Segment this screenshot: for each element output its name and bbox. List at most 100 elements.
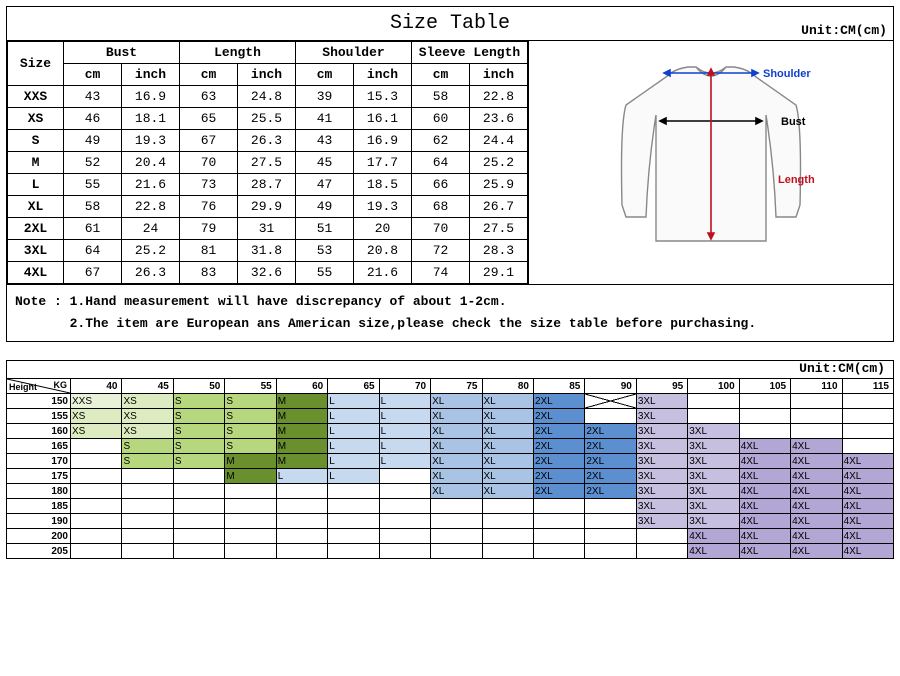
- rec-cell: [173, 514, 224, 529]
- rec-cell: [71, 454, 122, 469]
- rec-cell: XL: [431, 454, 482, 469]
- rec-cell: 4XL: [842, 484, 893, 499]
- rec-cell: 3XL: [688, 469, 739, 484]
- rec-cell: XL: [482, 394, 533, 409]
- rec-cell: XS: [71, 424, 122, 439]
- size-value: 64: [64, 240, 122, 262]
- weight-header: 95: [636, 379, 687, 394]
- rec-cell: 3XL: [636, 469, 687, 484]
- rec-cell: 2XL: [533, 394, 584, 409]
- rec-cell: [379, 499, 430, 514]
- weight-header: 65: [328, 379, 379, 394]
- rec-cell: 4XL: [739, 454, 790, 469]
- rec-cell: 4XL: [739, 439, 790, 454]
- size-row: M5220.47027.54517.76425.2: [8, 152, 528, 174]
- height-cell: 200: [7, 529, 71, 544]
- rec-cell: [173, 544, 224, 559]
- size-header: Size: [8, 42, 64, 86]
- rec-cell: S: [225, 424, 276, 439]
- rec-cell: L: [276, 469, 327, 484]
- rec-cell: 2XL: [533, 409, 584, 424]
- rec-cell: [276, 544, 327, 559]
- height-cell: 160: [7, 424, 71, 439]
- rec-cell: L: [328, 454, 379, 469]
- rec-cell: S: [173, 394, 224, 409]
- rec-cell: [71, 484, 122, 499]
- rec-cell: 3XL: [688, 484, 739, 499]
- rec-row: 1903XL3XL4XL4XL4XL: [7, 514, 894, 529]
- size-value: 23.6: [470, 108, 528, 130]
- weight-header: 50: [173, 379, 224, 394]
- rec-cell: 4XL: [791, 439, 842, 454]
- rec-cell: 4XL: [791, 544, 842, 559]
- rec-cell: L: [328, 409, 379, 424]
- size-name: S: [8, 130, 64, 152]
- size-name: 3XL: [8, 240, 64, 262]
- title: Size Table: [7, 7, 893, 41]
- rec-cell: 4XL: [791, 469, 842, 484]
- size-row: L5521.67328.74718.56625.9: [8, 174, 528, 196]
- height-cell: 190: [7, 514, 71, 529]
- rec-cell: [173, 469, 224, 484]
- size-value: 41: [296, 108, 354, 130]
- size-value: 27.5: [238, 152, 296, 174]
- rec-cell: [225, 514, 276, 529]
- rec-cell: 2XL: [585, 469, 636, 484]
- height-cell: 150: [7, 394, 71, 409]
- rec-row: 2054XL4XL4XL4XL: [7, 544, 894, 559]
- rec-row: 175MLLXLXL2XL2XL3XL3XL4XL4XL4XL: [7, 469, 894, 484]
- rec-cell: 2XL: [533, 484, 584, 499]
- size-value: 25.9: [470, 174, 528, 196]
- size-value: 29.9: [238, 196, 296, 218]
- rec-cell: 3XL: [636, 514, 687, 529]
- rec-cell: [585, 394, 636, 409]
- rec-cell: [276, 514, 327, 529]
- weight-header: 55: [225, 379, 276, 394]
- rec-cell: [431, 544, 482, 559]
- weight-header: 85: [533, 379, 584, 394]
- rec-cell: 2XL: [585, 439, 636, 454]
- rec-cell: 3XL: [688, 454, 739, 469]
- weight-header: 105: [739, 379, 790, 394]
- size-value: 20.4: [122, 152, 180, 174]
- rec-cell: [71, 499, 122, 514]
- rec-row: 1853XL3XL4XL4XL4XL: [7, 499, 894, 514]
- weight-header: 70: [379, 379, 430, 394]
- size-value: 65: [180, 108, 238, 130]
- shoulder-arrow-r: [752, 70, 758, 76]
- rec-cell: [122, 499, 173, 514]
- rec-cell: [225, 499, 276, 514]
- size-value: 46: [64, 108, 122, 130]
- rec-cell: XL: [482, 484, 533, 499]
- measure-group: Bust: [64, 42, 180, 64]
- rec-cell: 3XL: [636, 439, 687, 454]
- size-value: 28.3: [470, 240, 528, 262]
- size-value: 60: [412, 108, 470, 130]
- size-value: 58: [64, 196, 122, 218]
- weight-header: 80: [482, 379, 533, 394]
- size-value: 24.4: [470, 130, 528, 152]
- rec-cell: 4XL: [791, 499, 842, 514]
- rec-cell: 4XL: [791, 484, 842, 499]
- size-table: SizeBustLengthShoulderSleeve Lengthcminc…: [7, 41, 528, 284]
- height-cell: 180: [7, 484, 71, 499]
- rec-cell: S: [173, 439, 224, 454]
- size-value: 21.6: [354, 262, 412, 284]
- weight-header: 60: [276, 379, 327, 394]
- rec-cell: L: [328, 439, 379, 454]
- rec-row: 180XLXL2XL2XL3XL3XL4XL4XL4XL: [7, 484, 894, 499]
- rec-cell: XL: [431, 469, 482, 484]
- rec-cell: [431, 529, 482, 544]
- size-value: 73: [180, 174, 238, 196]
- rec-cell: [225, 529, 276, 544]
- rec-cell: 2XL: [533, 469, 584, 484]
- sub-header: cm: [180, 64, 238, 86]
- rec-corner: KGHeight: [7, 379, 71, 394]
- rec-cell: 2XL: [533, 439, 584, 454]
- rec-cell: 3XL: [636, 409, 687, 424]
- size-value: 26.3: [122, 262, 180, 284]
- sub-header: cm: [412, 64, 470, 86]
- rec-cell: XS: [122, 394, 173, 409]
- sub-header: inch: [354, 64, 412, 86]
- recommendation-table: KGHeight40455055606570758085909510010511…: [6, 378, 894, 559]
